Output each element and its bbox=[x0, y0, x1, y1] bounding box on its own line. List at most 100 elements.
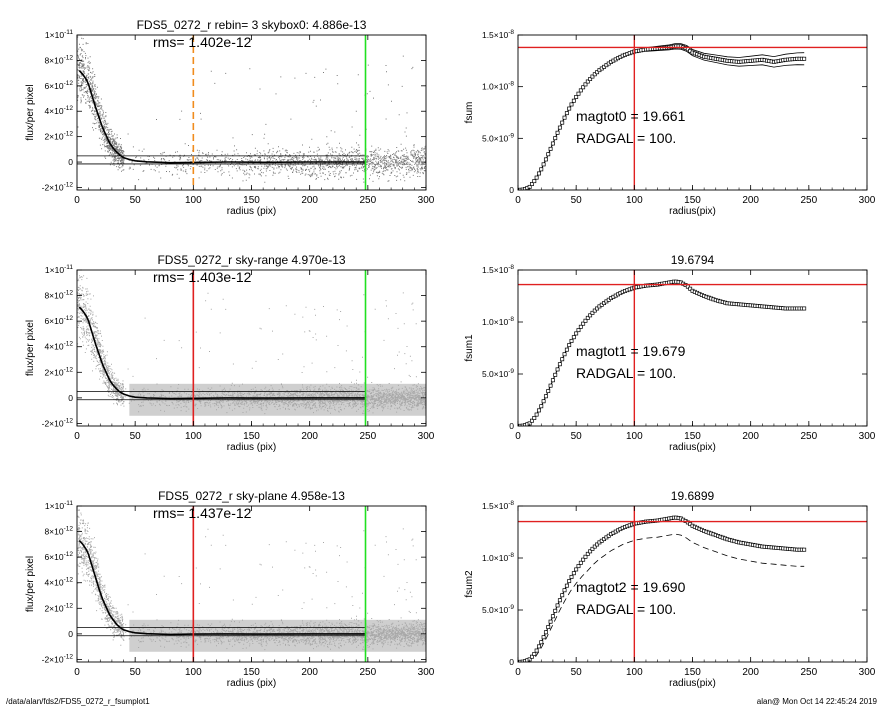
x-axis-label: radius(pix) bbox=[669, 206, 716, 217]
axes-frame bbox=[517, 505, 868, 663]
curve-point bbox=[546, 625, 551, 630]
y-tick-label: 1.0×10-8 bbox=[482, 316, 514, 327]
y-tick-label: 6×10-12 bbox=[44, 80, 73, 91]
y-tick-labels: 1×10-11 8×10-12 6×10-12 4×10-12 2×10-12 0 -2×1… bbox=[42, 500, 74, 664]
x-tick-label: 100 bbox=[185, 667, 202, 678]
curve-point bbox=[562, 115, 567, 120]
x-tick-labels: 0 50 100 150 200 250 300 bbox=[74, 195, 435, 206]
y-tick-label: 1×10-11 bbox=[45, 29, 73, 40]
y-tick-label: 4×10-12 bbox=[44, 577, 73, 588]
curve-point bbox=[567, 106, 572, 111]
x-tick-labels: 0 50 100 150 200 250 300 bbox=[515, 431, 876, 442]
x-tick-label: 300 bbox=[859, 431, 876, 442]
y-tick-labels: 1×10-11 8×10-12 6×10-12 4×10-12 2×10-12 0 -2×1… bbox=[42, 29, 74, 192]
chart-fsum-2: 0 50 100 150 200 250 300 1.5×10-8 1.0×10-8 5.0×10… bbox=[464, 253, 876, 453]
x-tick-label: 300 bbox=[859, 195, 876, 206]
y-tick-labels: 1.5×10-8 1.0×10-8 5.0×10-9 0 bbox=[482, 500, 514, 667]
curve-point bbox=[560, 593, 565, 598]
curve-point bbox=[578, 88, 583, 93]
y-tick-label: 2×10-12 bbox=[44, 366, 73, 377]
curve-point bbox=[550, 141, 555, 146]
x-tick-label: 150 bbox=[684, 195, 701, 206]
curve-point bbox=[585, 551, 590, 556]
plot-area bbox=[77, 35, 426, 190]
curve-point bbox=[592, 72, 597, 77]
x-tick-label: 200 bbox=[301, 195, 318, 206]
y-axis-label: fsum1 bbox=[464, 334, 475, 362]
x-tick-label: 0 bbox=[74, 667, 80, 678]
y-tick-label: 0 bbox=[68, 393, 73, 403]
magtot-annotation: magtot2 = 19.690 bbox=[576, 579, 686, 595]
error-band-upper bbox=[645, 43, 805, 58]
x-tick-label: 50 bbox=[571, 195, 583, 206]
curve-point bbox=[536, 408, 541, 413]
y-tick-label: -2×10-12 bbox=[42, 181, 74, 192]
mean-profile-line bbox=[78, 306, 366, 400]
y-tick-label: 2×10-12 bbox=[44, 602, 73, 613]
chart-title: FDS5_0272_r sky-plane 4.958e-13 bbox=[158, 489, 345, 503]
x-tick-labels: 0 50 100 150 200 250 300 bbox=[515, 667, 876, 678]
curve-point bbox=[555, 130, 560, 135]
y-tick-label: 1.5×10-8 bbox=[482, 264, 514, 275]
x-tick-label: 200 bbox=[301, 431, 318, 442]
curve-point bbox=[543, 157, 548, 162]
plot-area bbox=[518, 35, 867, 190]
x-axis-label: radius(pix) bbox=[669, 678, 716, 689]
x-tick-label: 0 bbox=[74, 195, 80, 206]
chart-title: FDS5_0272_r sky-range 4.970e-13 bbox=[157, 253, 345, 267]
curve-point bbox=[541, 399, 546, 404]
curve-point bbox=[532, 416, 537, 420]
curve-point bbox=[802, 56, 807, 61]
curve-point bbox=[539, 167, 544, 172]
curve-point bbox=[576, 564, 581, 569]
x-tick-label: 150 bbox=[243, 195, 260, 206]
curve-point bbox=[595, 306, 600, 311]
y-tick-label: 1.5×10-8 bbox=[482, 29, 514, 40]
curve-point bbox=[530, 182, 534, 186]
y-tick-label: 8×10-12 bbox=[44, 54, 73, 65]
x-tick-label: 100 bbox=[626, 667, 643, 678]
curve-point bbox=[553, 136, 558, 141]
x-tick-label: 100 bbox=[626, 195, 643, 206]
y-tick-label: 2×10-12 bbox=[44, 131, 73, 142]
x-tick-label: 0 bbox=[515, 195, 521, 206]
x-tick-label: 250 bbox=[359, 667, 376, 678]
curve-point bbox=[534, 648, 539, 653]
y-tick-label: 6×10-12 bbox=[44, 315, 73, 326]
rms-annotation: rms= 1.403e-12 bbox=[153, 269, 252, 285]
y-tick-label: 5.0×10-9 bbox=[482, 368, 514, 379]
y-tick-label: 8×10-12 bbox=[44, 290, 73, 301]
curve-point bbox=[574, 331, 579, 336]
chart-profile-2: 0 50 100 150 200 250 300 1×10-11 8×10-12 6×10-12 4… bbox=[25, 253, 435, 453]
plot-area bbox=[77, 506, 426, 662]
x-tick-labels: 0 50 100 150 200 250 300 bbox=[74, 667, 435, 678]
curve-point bbox=[548, 146, 553, 151]
y-tick-labels: 1.5×10-8 1.0×10-8 5.0×10-9 0 bbox=[482, 29, 514, 195]
curve-point bbox=[557, 598, 562, 603]
curve-point bbox=[688, 286, 693, 291]
chart-title: 19.6794 bbox=[671, 253, 715, 267]
curve-point bbox=[550, 378, 555, 383]
curve-point bbox=[571, 335, 576, 340]
curve-point bbox=[590, 74, 595, 79]
y-tick-label: 0 bbox=[509, 421, 514, 431]
y-tick-label: 1×10-11 bbox=[45, 500, 73, 511]
rms-annotation: rms= 1.402e-12 bbox=[153, 34, 252, 50]
curve-point bbox=[546, 389, 551, 394]
x-tick-label: 200 bbox=[742, 195, 759, 206]
x-tick-label: 50 bbox=[571, 431, 583, 442]
chart-fsum-3: 0 50 100 150 200 250 300 1.5×10-8 1.0×10-8 5.0×10… bbox=[464, 489, 876, 689]
magtot-annotation: magtot0 = 19.661 bbox=[576, 108, 686, 124]
curve-point bbox=[576, 328, 581, 333]
curve-point bbox=[534, 412, 539, 417]
curve-point bbox=[595, 70, 600, 75]
curve-point bbox=[592, 308, 597, 313]
curve-point bbox=[574, 567, 579, 572]
rms-annotation: rms= 1.437e-12 bbox=[153, 505, 252, 521]
x-tick-label: 50 bbox=[130, 431, 142, 442]
y-tick-label: 5.0×10-9 bbox=[482, 604, 514, 615]
curve-point bbox=[581, 557, 586, 562]
curve-point bbox=[557, 362, 562, 367]
x-tick-label: 0 bbox=[74, 431, 80, 442]
curve-point bbox=[590, 546, 595, 551]
